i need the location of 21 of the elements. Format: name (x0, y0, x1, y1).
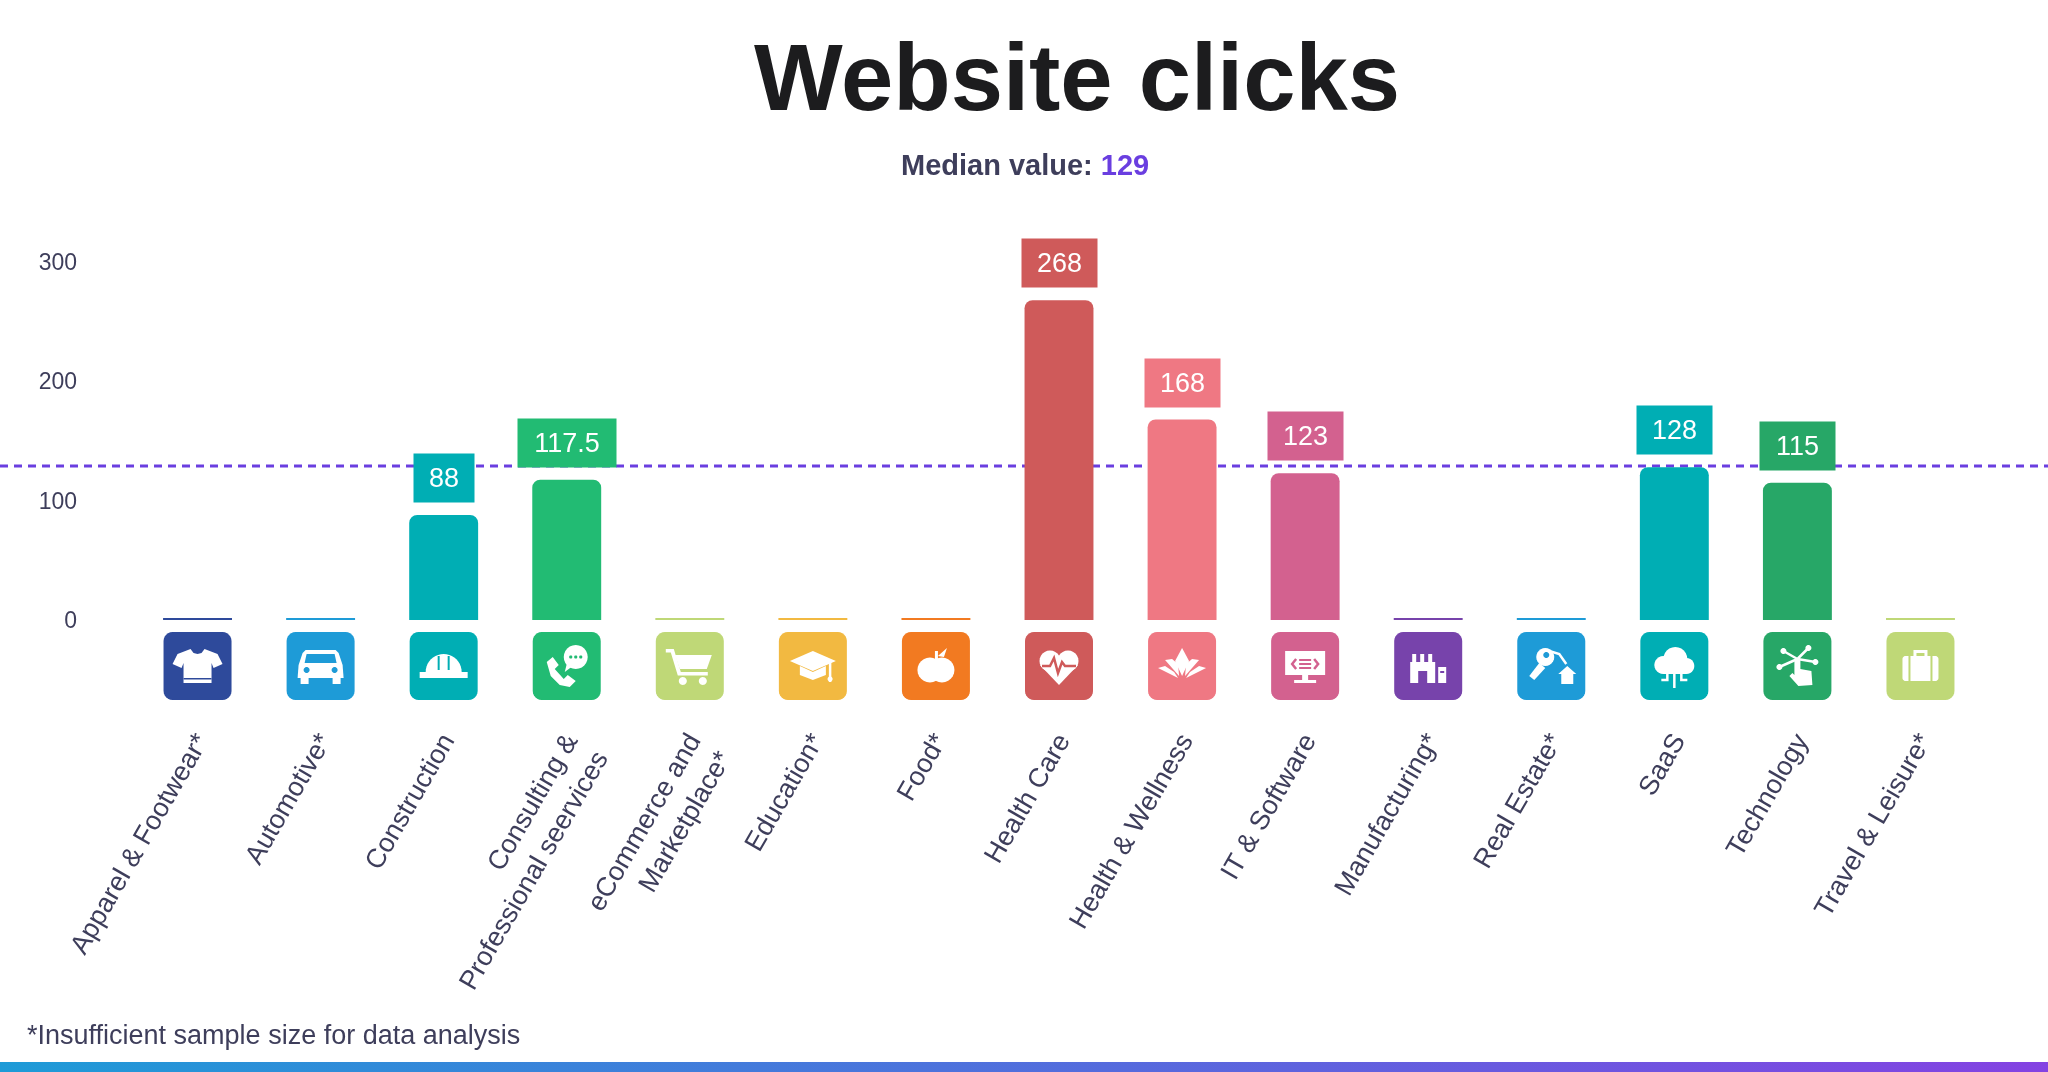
data-label: 168 (1159, 368, 1206, 398)
bar (1147, 419, 1217, 620)
bar (1639, 467, 1709, 620)
data-label: 128 (1651, 415, 1698, 445)
bar (1270, 473, 1340, 620)
y-tick-label: 100 (38, 487, 77, 514)
y-tick-label: 0 (64, 607, 77, 634)
data-label: 88 (428, 463, 460, 493)
data-label: 117.5 (534, 428, 600, 458)
chart-subtitle: Median value: 129 (901, 149, 1150, 181)
data-label: 115 (1775, 431, 1820, 461)
data-label: 123 (1282, 421, 1329, 451)
bar (1024, 300, 1094, 620)
data-label: 268 (1036, 248, 1083, 278)
text: *Insufficient sample size for data analysis (27, 1020, 521, 1050)
bar (1762, 482, 1832, 620)
y-tick-label: 200 (38, 368, 77, 395)
y-tick-label: 300 (38, 249, 77, 276)
bar (532, 479, 602, 620)
bar (409, 514, 479, 620)
chart-title: Website clicks (753, 24, 1401, 130)
